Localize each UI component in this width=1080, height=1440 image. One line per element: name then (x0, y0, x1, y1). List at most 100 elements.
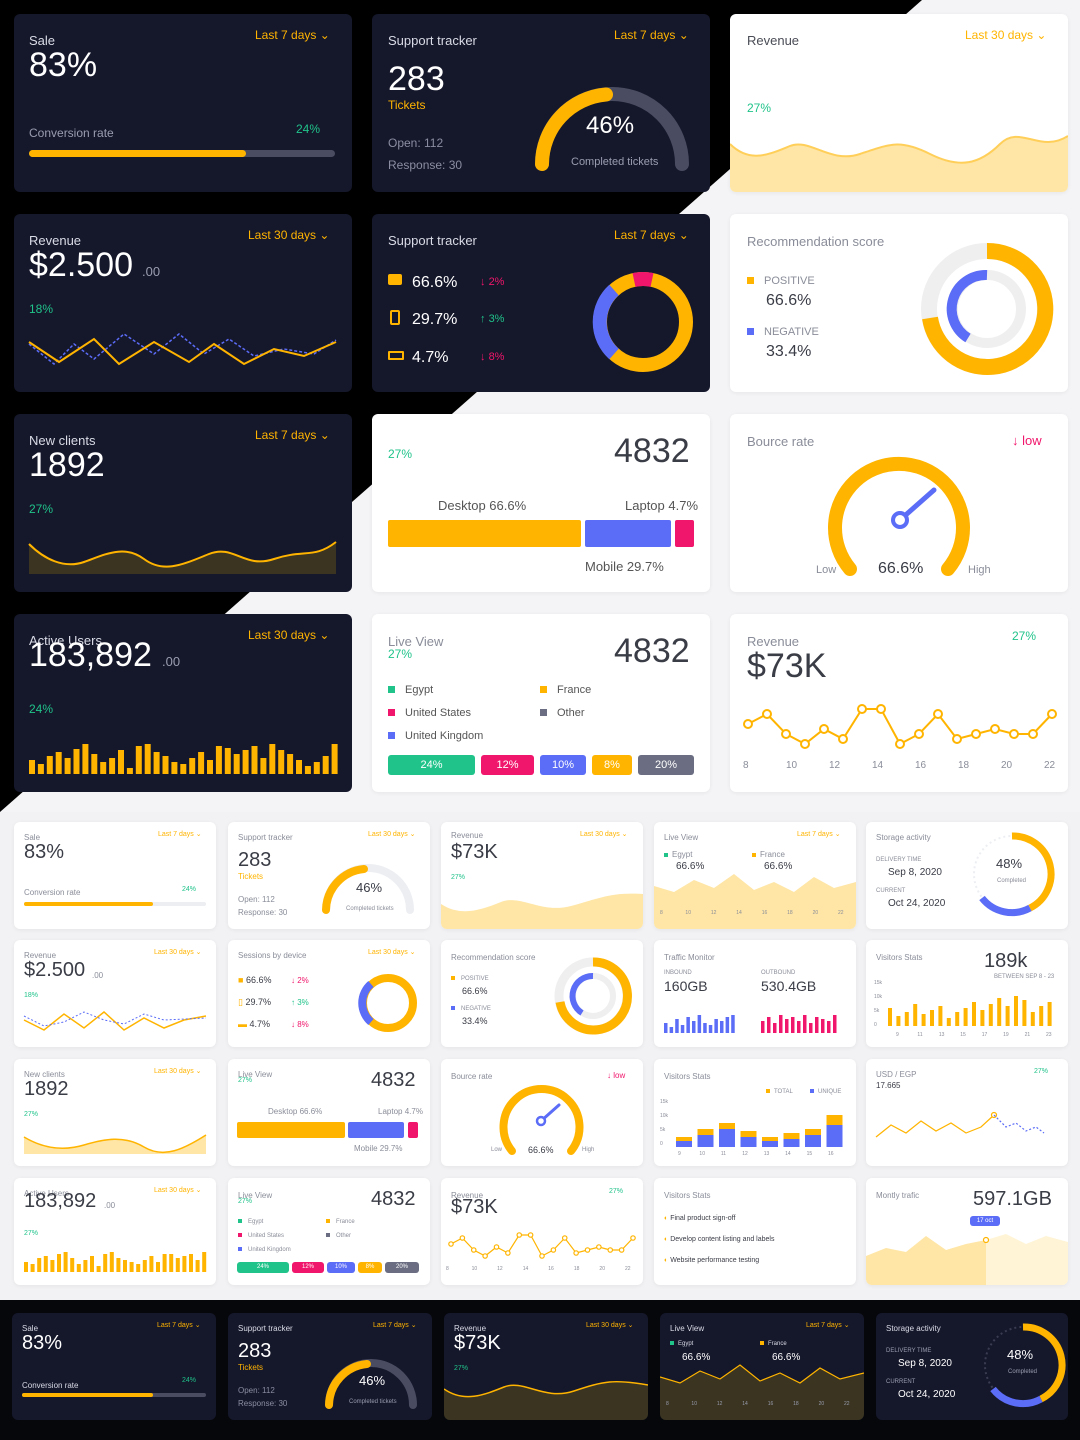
task-item[interactable]: ◐ Final product sign-off (664, 1215, 735, 1222)
range-dropdown[interactable]: Last 30 days (154, 1067, 202, 1075)
bar (725, 1017, 730, 1033)
range-dropdown[interactable]: Last 30 days (965, 28, 1046, 42)
card-title: Live View (238, 1191, 273, 1200)
bar (997, 998, 1002, 1026)
bar (692, 1021, 696, 1033)
positive-label: POSITIVE (451, 976, 489, 982)
bar (797, 1021, 801, 1033)
completion-gauge (322, 864, 414, 914)
card-title: Revenue (454, 1324, 487, 1333)
device-bar (388, 520, 581, 547)
range-dropdown[interactable]: Last 7 days (797, 830, 841, 838)
open-count: Open: 112 (388, 136, 444, 150)
revenue-dot-chart (448, 1232, 636, 1259)
share-pill: 20% (385, 1262, 419, 1273)
task-item[interactable]: ◐ Develop content listing and labels (664, 1236, 774, 1243)
legend-item: Other (540, 707, 585, 719)
conversion-fill (24, 902, 154, 906)
task-label: Website performance testing (670, 1257, 760, 1264)
data-point (781, 729, 791, 739)
data-point (482, 1253, 488, 1259)
mini-sessions-card: Sessions by device Last 30 days ■ 66.6% … (228, 940, 430, 1047)
clients-value: 1892 (29, 446, 105, 484)
x-tick: 10 (699, 1151, 705, 1157)
bar (73, 749, 80, 774)
session-row: ▯ 29.7% (238, 997, 271, 1008)
card-title: New clients (24, 1070, 65, 1079)
response-count: Response: 30 (388, 158, 463, 172)
legend-swatch (238, 1233, 242, 1237)
positive-label: POSITIVE (747, 275, 815, 287)
bar (29, 760, 35, 774)
bar (224, 748, 231, 774)
legend-item: TOTAL (766, 1089, 793, 1095)
mini-visitors-card: Visitors Stats 189k BETWEEN SEP 8 - 23 1… (866, 940, 1068, 1047)
range-dropdown[interactable]: Last 30 days (154, 1186, 202, 1194)
legend-swatch (540, 686, 547, 693)
change-badge: 18% (29, 302, 54, 316)
range-dropdown[interactable]: Last 7 days (255, 28, 330, 42)
card-title: Recommendation score (747, 234, 885, 249)
range-dropdown[interactable]: Last 30 days (154, 948, 202, 956)
label-text: POSITIVE (461, 976, 489, 982)
dark-live-view-card: Live View Last 7 days Egypt 66.6% France… (660, 1313, 864, 1420)
card-title: Live View (664, 833, 699, 842)
range-dropdown[interactable]: Last 30 days (580, 830, 628, 838)
data-point (1028, 729, 1038, 739)
sale-value: 83% (29, 46, 98, 84)
change-badge: 24% (182, 1377, 197, 1384)
bar (675, 1019, 679, 1033)
x-tick: 14 (736, 910, 742, 916)
card-title: Bource rate (747, 434, 815, 449)
range-dropdown[interactable]: Last 7 days (806, 1321, 850, 1329)
range-dropdown[interactable]: Last 7 days (614, 228, 689, 242)
bar (126, 768, 133, 774)
card-title: USD / EGP (876, 1070, 917, 1079)
range-dropdown[interactable]: Last 7 days (614, 28, 689, 42)
revenue-value: $73K (451, 841, 498, 863)
share-pill: 10% (540, 755, 586, 775)
change-badge: 27% (29, 502, 54, 516)
monthly-value: 597.1GB (973, 1188, 1052, 1210)
range-dropdown[interactable]: Last 7 days (158, 830, 202, 838)
legend-swatch (388, 709, 395, 716)
bar (955, 1012, 960, 1026)
data-point (607, 1247, 614, 1253)
usd-line-chart (875, 1111, 1045, 1138)
label-text: POSITIVE (764, 275, 815, 287)
session-change: ↓ 2% (291, 976, 309, 985)
x-tick: 14 (872, 760, 884, 771)
range-dropdown[interactable]: Last 30 days (248, 228, 329, 242)
active-users-bars (29, 744, 338, 774)
bar (791, 1017, 795, 1033)
mini-live-view3-card: Live View 27% 4832 Egypt France United S… (228, 1178, 430, 1285)
range-dropdown[interactable]: Last 30 days (368, 948, 416, 956)
storage-donut (973, 832, 1055, 917)
mini-traffic-card: Traffic Monitor INBOUND 160GB OUTBOUND 5… (654, 940, 856, 1047)
task-item[interactable]: ◐ Website performance testing (664, 1257, 759, 1264)
bar (269, 744, 276, 774)
range-dropdown[interactable]: Last 7 days (373, 1321, 417, 1329)
mini-revenue3-card: Revenue 27% $73K 8 10 12 14 16 18 20 22 (441, 1178, 643, 1285)
device-change: ↓ 8% (480, 351, 505, 363)
legend-text: United Kingdom (405, 730, 484, 742)
share-pill: 8% (592, 755, 632, 775)
x-tick: 20 (1001, 760, 1013, 771)
range-dropdown[interactable]: Last 30 days (368, 830, 416, 838)
card-title: Storage activity (886, 1324, 941, 1333)
bar (76, 1264, 81, 1272)
range-dropdown[interactable]: Last 30 days (586, 1321, 634, 1329)
bar (313, 762, 320, 774)
support-tracker-card: Support tracker Last 7 days 283 Tickets … (372, 14, 710, 192)
range-dropdown[interactable]: Last 7 days (255, 428, 330, 442)
range-dropdown[interactable]: Last 7 days (157, 1321, 201, 1329)
card-title: Active Users (24, 1189, 69, 1198)
data-point (743, 719, 753, 729)
revenue-area-chart (444, 1380, 648, 1420)
device-bar (584, 520, 671, 547)
x-tick: 11 (917, 1032, 923, 1038)
range-dropdown[interactable]: Last 30 days (248, 628, 329, 642)
bar (697, 1015, 702, 1033)
revenue-card-2: Revenue Last 30 days $2.500 .00 18% (14, 214, 352, 392)
